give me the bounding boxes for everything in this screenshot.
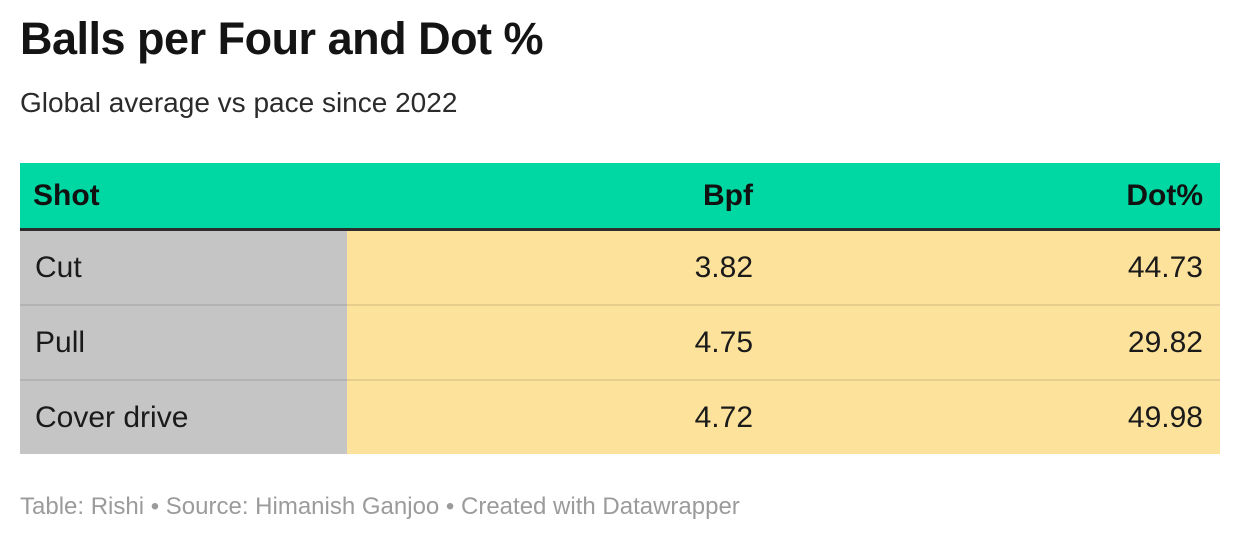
- table-header-row: Shot Bpf Dot%: [20, 163, 1220, 231]
- cell-bpf: 3.82: [347, 229, 770, 305]
- data-table: Shot Bpf Dot% Cut 3.82 44.73 Pull 4.75 2…: [20, 163, 1220, 454]
- cell-dot: 49.98: [770, 379, 1220, 454]
- table-row: Cover drive 4.72 49.98: [20, 379, 1220, 454]
- column-header-dot: Dot%: [770, 163, 1220, 231]
- page-title: Balls per Four and Dot %: [20, 13, 544, 64]
- table-row: Pull 4.75 29.82: [20, 304, 1220, 380]
- cell-dot: 29.82: [770, 304, 1220, 380]
- table-wrapper: Shot Bpf Dot% Cut 3.82 44.73 Pull 4.75 2…: [20, 163, 1220, 454]
- column-header-bpf: Bpf: [347, 163, 770, 231]
- table-row: Cut 3.82 44.73: [20, 229, 1220, 305]
- cell-bpf: 4.72: [347, 379, 770, 454]
- cell-shot: Cut: [20, 229, 347, 305]
- cell-bpf: 4.75: [347, 304, 770, 380]
- page-subtitle: Global average vs pace since 2022: [20, 87, 458, 118]
- footer-attribution: Table: Rishi • Source: Himanish Ganjoo •…: [20, 493, 740, 520]
- cell-shot: Pull: [20, 304, 347, 380]
- cell-dot: 44.73: [770, 229, 1220, 305]
- column-header-shot: Shot: [20, 163, 347, 231]
- cell-shot: Cover drive: [20, 379, 347, 454]
